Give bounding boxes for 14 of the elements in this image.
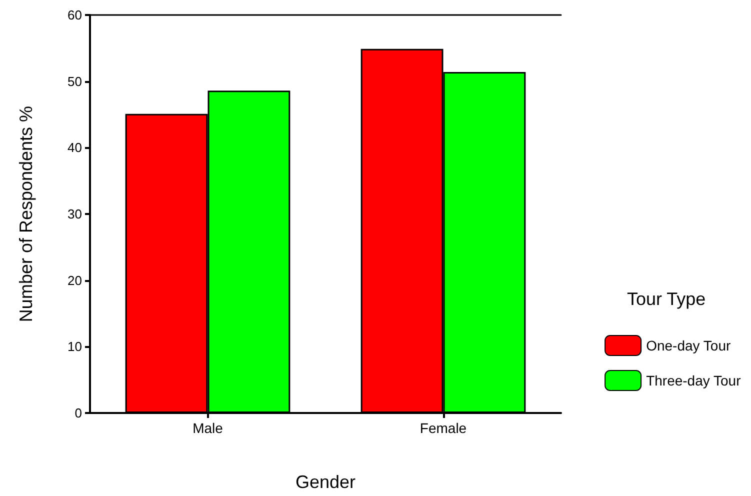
y-tick-label: 30	[68, 206, 82, 222]
y-tick-label: 50	[68, 74, 82, 89]
y-tick-label: 40	[68, 140, 82, 156]
x-axis-title: Gender	[295, 472, 356, 492]
legend-label: Three-day Tour	[646, 372, 742, 388]
x-tick-label: Female	[420, 420, 467, 436]
legend-label: One-day Tour	[646, 338, 731, 354]
x-tick-label: Male	[192, 420, 224, 436]
y-tick-label: 20	[68, 272, 82, 288]
y-tick-label: 10	[68, 339, 82, 354]
y-tick-label: 60	[68, 8, 82, 22]
y-axis-title: Number of Respondents %	[16, 106, 36, 322]
y-tick-label: 0	[74, 406, 82, 420]
legend-title: Tour Type	[626, 289, 706, 309]
